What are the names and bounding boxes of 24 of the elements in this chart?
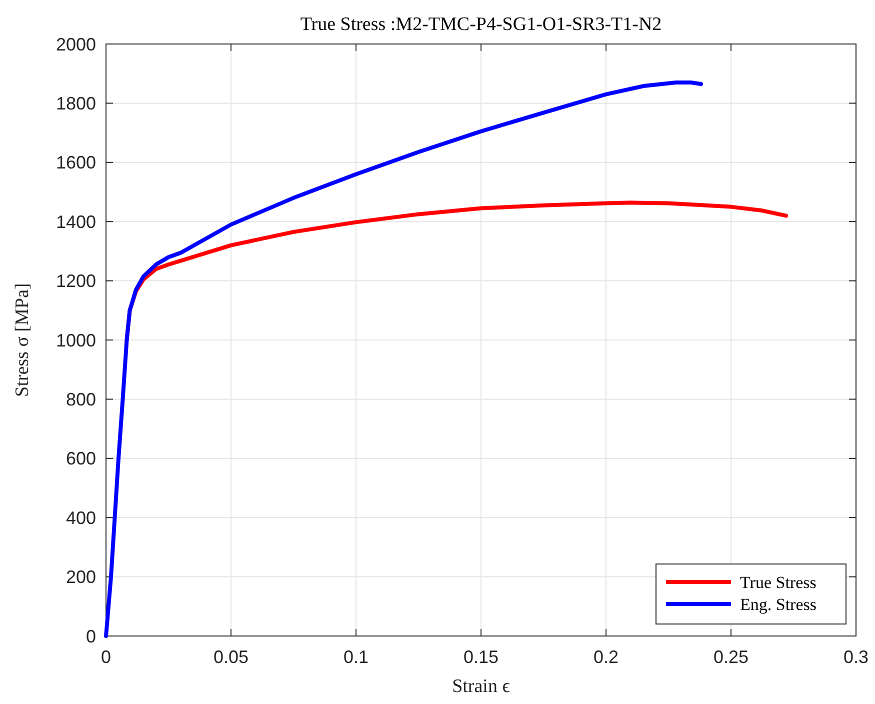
y-tick-label: 1000 xyxy=(56,330,96,350)
y-tick-label: 600 xyxy=(66,448,96,469)
line-series xyxy=(104,80,703,638)
y-tick-label: 0 xyxy=(86,626,96,646)
y-axis-title: Stress σ [MPa] xyxy=(12,283,33,397)
x-tick-label: 0.15 xyxy=(463,647,499,667)
legend-label: True Stress xyxy=(740,572,816,592)
x-tick-label: 0.05 xyxy=(213,647,249,667)
x-axis-title: Strain ϵ xyxy=(452,676,510,697)
chart-title: True Stress :M2-TMC-P4-SG1-O1-SR3-T1-N2 xyxy=(300,14,662,35)
y-tick-label: 1200 xyxy=(56,271,96,292)
y-tick-label: 400 xyxy=(66,508,96,528)
y-tick-label: 1400 xyxy=(56,212,96,232)
x-tick-label: 0.2 xyxy=(593,647,619,667)
x-tick-label: 0.3 xyxy=(843,647,869,667)
y-tick-label: 800 xyxy=(66,390,96,410)
y-tick-label: 1800 xyxy=(56,94,96,114)
legend-label: Eng. Stress xyxy=(740,594,816,614)
y-tick-label: 2000 xyxy=(56,34,96,54)
x-tick-label: 0.25 xyxy=(713,647,749,667)
x-tick-label: 0 xyxy=(100,647,112,667)
x-tick-label: 0.1 xyxy=(343,647,369,667)
y-tick-label: 200 xyxy=(66,567,96,588)
y-tick-label: 1600 xyxy=(56,152,96,173)
